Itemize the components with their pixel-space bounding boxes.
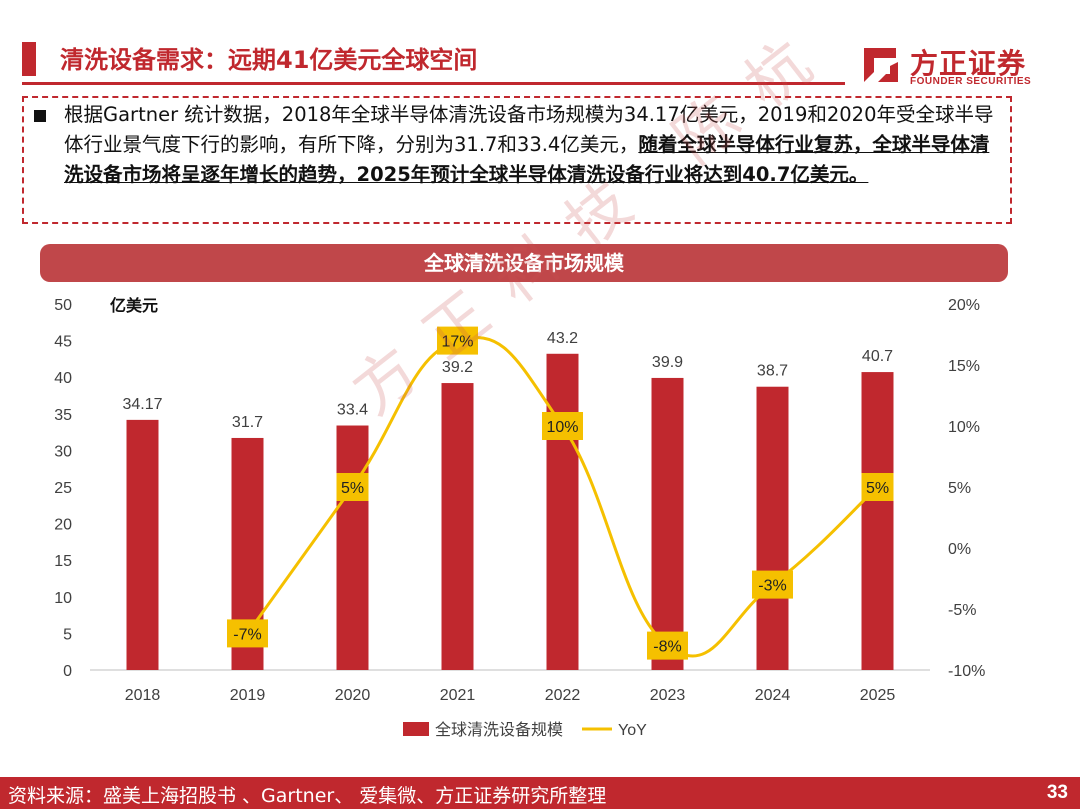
y-tick-label-left: 0 <box>63 663 72 680</box>
y-tick-label-left: 15 <box>54 553 72 570</box>
yoy-label-2019: -7% <box>233 626 261 643</box>
chart-title-bar: 全球清洗设备市场规模 <box>40 244 1008 282</box>
bar-value-label-2024: 38.7 <box>757 363 788 380</box>
y-tick-label-left: 25 <box>54 480 72 497</box>
y-tick-label-right: 15% <box>948 358 980 375</box>
legend-line-label: YoY <box>618 722 647 739</box>
title-underline <box>22 82 845 85</box>
bar-2022 <box>546 353 579 670</box>
bar-value-label-2021: 39.2 <box>442 359 473 376</box>
x-tick-label-2024: 2024 <box>755 687 791 704</box>
x-tick-label-2023: 2023 <box>650 687 686 704</box>
brand-logo: 方正证券 FOUNDER SECURITIES <box>860 40 1060 92</box>
y-tick-label-left: 5 <box>63 626 72 643</box>
chart-title: 全球清洗设备市场规模 <box>424 251 624 275</box>
y-tick-label-right: 5% <box>948 480 971 497</box>
bar-2023 <box>651 377 684 670</box>
y-tick-label-left: 35 <box>54 407 72 424</box>
page-number: 33 <box>1046 782 1068 803</box>
y-tick-label-right: 0% <box>948 541 971 558</box>
yoy-label-box-2021 <box>437 326 478 355</box>
legend-bar-label: 全球清洗设备规模 <box>435 720 563 739</box>
bar-2020 <box>336 425 369 670</box>
founder-logo-icon <box>864 48 898 82</box>
y-tick-label-left: 20 <box>54 517 72 534</box>
summary-text: 根据Gartner 统计数据，2018年全球半导体清洗设备市场规模为34.17亿… <box>64 100 994 190</box>
yoy-label-2021: 17% <box>441 334 473 351</box>
source-note: 资料来源：盛美上海招股书 、Gartner、 爱集微、方正证券研究所整理 <box>8 785 607 807</box>
x-tick-label-2025: 2025 <box>860 687 896 704</box>
bar-value-label-2020: 33.4 <box>337 402 368 419</box>
bar-value-label-2022: 43.2 <box>547 330 578 347</box>
yoy-label-box-2023 <box>647 631 688 660</box>
y-tick-label-left: 10 <box>54 590 72 607</box>
yoy-label-box-2019 <box>227 619 268 648</box>
y-tick-label-right: -10% <box>948 663 985 680</box>
logo-text-cn: 方正证券 <box>910 47 1027 80</box>
yoy-label-2024: -3% <box>758 578 786 595</box>
yoy-label-box-2020 <box>336 473 369 501</box>
bar-value-label-2019: 31.7 <box>232 414 263 431</box>
summary-text-bold: 随着全球半导体行业复苏，全球半导体清洗设备市场将呈逐年增长的趋势，2025年预计… <box>64 133 990 186</box>
y-tick-label-right: 20% <box>948 297 980 314</box>
y-tick-label-left: 50 <box>54 297 72 314</box>
yoy-label-box-2025 <box>861 473 894 501</box>
yoy-label-box-2022 <box>542 412 583 440</box>
x-tick-label-2018: 2018 <box>125 687 161 704</box>
x-tick-label-2021: 2021 <box>440 687 476 704</box>
title-accent-bar <box>22 42 36 76</box>
x-tick-label-2022: 2022 <box>545 687 581 704</box>
bar-2021 <box>441 383 474 670</box>
footer-bar: 资料来源：盛美上海招股书 、Gartner、 爱集微、方正证券研究所整理 33 <box>0 777 1080 809</box>
yoy-label-2025: 5% <box>866 480 889 497</box>
bar-2025 <box>861 372 894 670</box>
yoy-label-2022: 10% <box>546 419 578 436</box>
yoy-label-2020: 5% <box>341 480 364 497</box>
bar-value-label-2023: 39.9 <box>652 354 683 371</box>
bar-value-label-2018: 34.17 <box>122 396 162 413</box>
summary-box <box>22 96 1012 224</box>
summary-text-plain: 根据Gartner 统计数据，2018年全球半导体清洗设备市场规模为34.17亿… <box>64 103 994 156</box>
x-tick-label-2019: 2019 <box>230 687 266 704</box>
y-axis-unit: 亿美元 <box>110 296 158 315</box>
y-tick-label-left: 30 <box>54 443 72 460</box>
bar-2018 <box>126 419 159 670</box>
bar-2024 <box>756 386 789 670</box>
y-tick-label-left: 40 <box>54 370 72 387</box>
legend-bar-swatch <box>403 722 429 736</box>
page-title: 清洗设备需求：远期41亿美元全球空间 <box>60 46 478 74</box>
yoy-label-2023: -8% <box>653 639 681 656</box>
logo-text-en: FOUNDER SECURITIES <box>910 76 1032 87</box>
x-tick-label-2020: 2020 <box>335 687 371 704</box>
bullet-square-icon <box>34 110 46 122</box>
bar-value-label-2025: 40.7 <box>862 348 893 365</box>
y-tick-label-right: 10% <box>948 419 980 436</box>
yoy-label-box-2024 <box>752 570 793 599</box>
y-tick-label-right: -5% <box>948 602 976 619</box>
market-size-chart: 05101520253035404550-10%-5%0%5%10%15%20%… <box>54 296 985 739</box>
y-tick-label-left: 45 <box>54 334 72 351</box>
